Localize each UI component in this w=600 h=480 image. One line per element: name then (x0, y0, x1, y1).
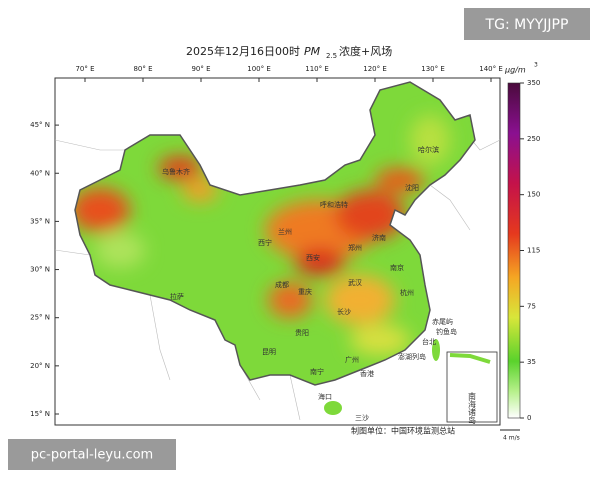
lon-tick-label: 110° E (305, 65, 329, 73)
city: 沈阳 (405, 183, 419, 192)
credit: 制图单位：中国环境监测总站 (351, 426, 455, 436)
city: 贵阳 (295, 328, 309, 337)
lat-tick-label: 15° N (30, 410, 50, 418)
colorbar (507, 82, 521, 419)
watermark: TG: MYYJJPP (485, 17, 569, 33)
city: 乌鲁木齐 (162, 167, 190, 176)
lon-tick-label: 130° E (421, 65, 445, 73)
inset-label: 南海诸岛 (468, 391, 477, 425)
neighbor-borders (54, 119, 501, 421)
city: 兰州 (278, 227, 292, 236)
city: 香港 (360, 369, 374, 378)
colorbar-unit-sup: 3 (534, 62, 538, 69)
watermark: pc-portal-leyu.com (31, 448, 153, 463)
colorbar-tick-label: 35 (527, 358, 536, 366)
lat-tick-label: 35° N (30, 217, 50, 225)
colorbar-tick-label: 250 (527, 135, 540, 143)
city: 西宁 (258, 238, 272, 247)
city: 台北 (422, 337, 436, 346)
lon-tick-label: 140° E (479, 65, 503, 73)
city: 武汉 (348, 278, 362, 287)
city: 广州 (345, 355, 359, 364)
title-sub: 2.5 (326, 52, 337, 60)
lat-tick-label: 30° N (30, 266, 50, 274)
lat-tick-label: 25° N (30, 314, 50, 322)
cities: 乌鲁木齐 呼和浩特 哈尔滨 沈阳 西宁 兰州 西安 郑州 济南 成都 重庆 武汉… (162, 145, 477, 425)
city: 钓鱼岛 (436, 327, 457, 336)
colorbar-tick-label: 150 (527, 191, 540, 199)
lon-tick-label: 80° E (133, 65, 152, 73)
title-date: 2025年12月16日00时 (186, 44, 300, 58)
colorbar-unit: μg/m (504, 66, 526, 75)
lon-tick-label: 70° E (75, 65, 94, 73)
city: 杭州 (400, 288, 414, 297)
city: 哈尔滨 (418, 145, 439, 154)
colorbar-tick-label: 75 (527, 302, 536, 310)
city: 成都 (275, 280, 289, 289)
title-pm: PM (304, 45, 321, 58)
city: 西安 (306, 253, 320, 262)
lon-tick-label: 120° E (363, 65, 387, 73)
city: 重庆 (298, 287, 312, 296)
lat-tick-label: 45° N (30, 121, 50, 129)
colorbar-tick-label: 115 (527, 247, 540, 255)
city: 三沙 (355, 414, 369, 422)
inset-coast (449, 353, 491, 364)
city: 长沙 (337, 307, 351, 316)
colorbar-tick-label: 350 (527, 79, 540, 87)
city: 昆明 (262, 348, 276, 356)
city: 郑州 (348, 244, 362, 252)
city: 拉萨 (170, 292, 184, 301)
china-border (74, 81, 476, 386)
colorbar-tick-label: 0 (527, 414, 531, 422)
city: 澎湖列岛 (398, 352, 426, 361)
lat-tick-label: 20° N (30, 362, 50, 370)
city: 海口 (318, 392, 332, 401)
lat-tick-label: 40° N (30, 169, 50, 177)
wind-scale: 4 m/s (503, 435, 520, 442)
city: 赤尾屿 (432, 317, 453, 326)
city: 南京 (390, 263, 404, 272)
lon-tick-label: 90° E (191, 65, 210, 73)
lon-tick-label: 100° E (247, 65, 271, 73)
title-rest: 浓度+风场 (339, 44, 392, 58)
city: 济南 (372, 233, 386, 242)
city: 南宁 (310, 367, 324, 376)
watermark-box (464, 8, 590, 40)
city: 呼和浩特 (320, 200, 348, 209)
watermark-box (8, 439, 176, 470)
